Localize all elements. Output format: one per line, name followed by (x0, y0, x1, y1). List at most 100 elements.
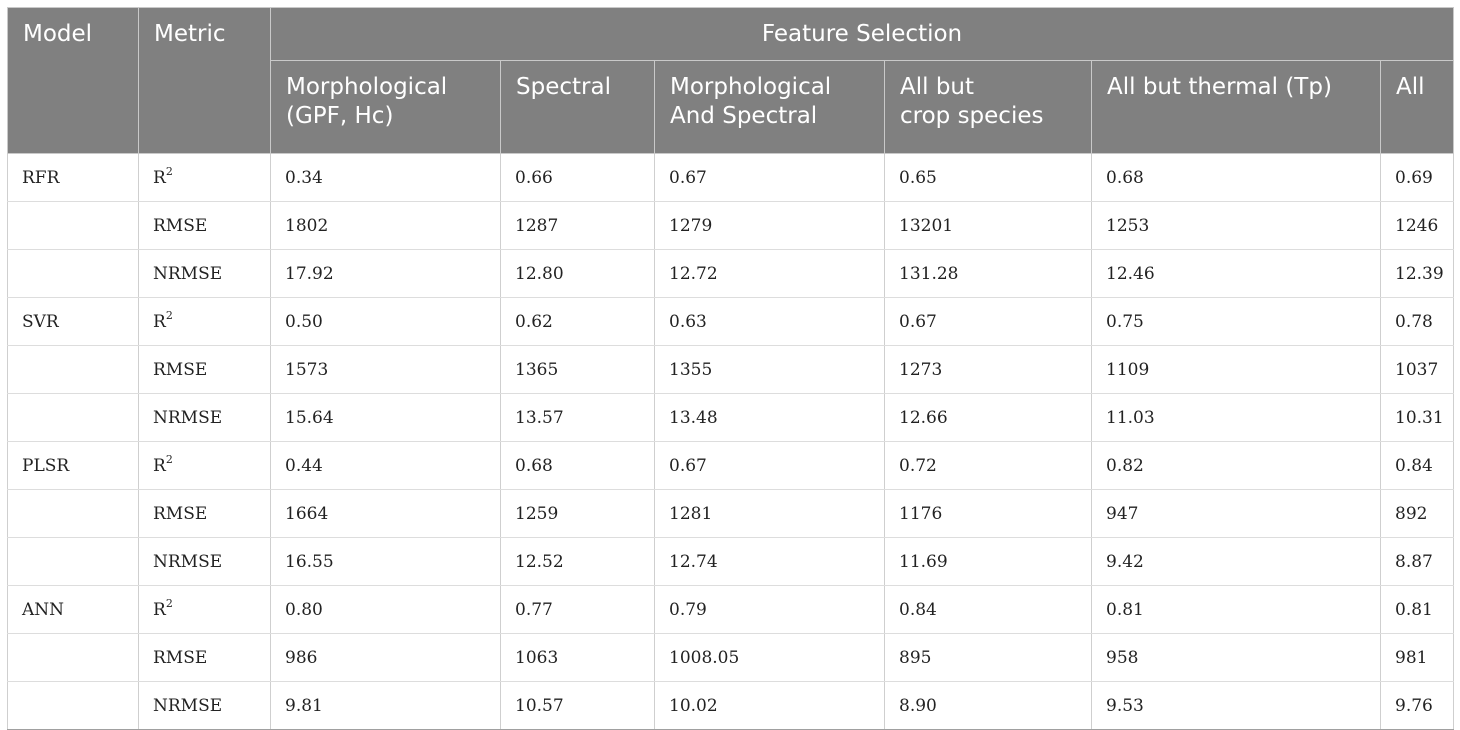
metric-cell: RMSE (138, 633, 271, 682)
feature-header-line1: All (1396, 74, 1425, 100)
value-cell: 0.68 (500, 441, 655, 490)
value-cell: 12.74 (654, 537, 885, 586)
feature-header-line1: Morphological (286, 74, 448, 100)
feature-column-header: All but thermal (Tp) (1091, 60, 1381, 154)
value-cell: 17.92 (270, 249, 501, 298)
value-cell: 15.64 (270, 393, 501, 442)
model-cell (7, 489, 139, 538)
feature-header-line1: Morphological (670, 74, 832, 100)
feature-column-header: All (1379, 60, 1455, 154)
model-cell: PLSR (7, 441, 139, 490)
value-cell: 0.81 (1091, 585, 1381, 634)
value-cell: 1802 (270, 201, 501, 250)
value-cell: 947 (1091, 489, 1381, 538)
value-cell: 0.78 (1379, 297, 1455, 346)
feature-header-line2: And Spectral (670, 103, 818, 129)
value-cell: 0.67 (884, 297, 1092, 346)
table-body: RFR R2 0.34 0.66 0.67 0.65 0.68 0.69 RMSE 1802 128… (7, 153, 1455, 730)
value-cell: 1109 (1091, 345, 1381, 394)
value-cell: 1279 (654, 201, 885, 250)
value-cell: 895 (884, 633, 1092, 682)
value-cell: 1176 (884, 489, 1092, 538)
results-table: Model Metric Feature Selection Morpholog… (7, 7, 1455, 730)
value-cell: 1037 (1379, 345, 1455, 394)
metric-cell: R2 (138, 441, 271, 490)
value-cell: 13.48 (654, 393, 885, 442)
value-cell: 11.69 (884, 537, 1092, 586)
value-cell: 9.53 (1091, 681, 1381, 730)
value-cell: 1281 (654, 489, 885, 538)
metric-name: NRMSE (153, 551, 223, 572)
table-row: ANN R2 0.80 0.77 0.79 0.84 0.81 0.81 (7, 585, 1455, 634)
value-cell: 9.76 (1379, 681, 1455, 730)
value-cell: 0.84 (1379, 441, 1455, 490)
model-cell (7, 681, 139, 730)
metric-cell: RMSE (138, 489, 271, 538)
feature-header-line1: All but (900, 74, 975, 100)
value-cell: 0.34 (270, 153, 501, 202)
value-cell: 1063 (500, 633, 655, 682)
value-cell: 1355 (654, 345, 885, 394)
metric-cell: R2 (138, 153, 271, 202)
value-cell: 0.67 (654, 441, 885, 490)
feature-column-header: Morphological And Spectral (654, 60, 885, 154)
table-row: NRMSE 17.92 12.80 12.72 131.28 12.46 12.39 (7, 249, 1455, 298)
table-row: SVR R2 0.50 0.62 0.63 0.67 0.75 0.78 (7, 297, 1455, 346)
value-cell: 0.75 (1091, 297, 1381, 346)
value-cell: 0.67 (654, 153, 885, 202)
model-cell: SVR (7, 297, 139, 346)
feature-column-header: All but crop species (884, 60, 1092, 154)
metric-name: RMSE (153, 503, 208, 524)
value-cell: 10.57 (500, 681, 655, 730)
value-cell: 0.80 (270, 585, 501, 634)
table-row: RFR R2 0.34 0.66 0.67 0.65 0.68 0.69 (7, 153, 1455, 202)
metric-cell: R2 (138, 297, 271, 346)
value-cell: 0.69 (1379, 153, 1455, 202)
metric-name: RMSE (153, 647, 208, 668)
value-cell: 1253 (1091, 201, 1381, 250)
value-cell: 0.84 (884, 585, 1092, 634)
feature-selection-header: Feature Selection (269, 7, 1455, 61)
model-cell: ANN (7, 585, 139, 634)
value-cell: 0.82 (1091, 441, 1381, 490)
table-row: RMSE 1664 1259 1281 1176 947 892 (7, 489, 1455, 538)
value-cell: 9.81 (270, 681, 501, 730)
value-cell: 0.65 (884, 153, 1092, 202)
value-cell: 12.80 (500, 249, 655, 298)
metric-cell: NRMSE (138, 393, 271, 442)
value-cell: 13.57 (500, 393, 655, 442)
table-row: RMSE 986 1063 1008.05 895 958 981 (7, 633, 1455, 682)
model-column-header: Model (7, 7, 139, 154)
value-cell: 11.03 (1091, 393, 1381, 442)
value-cell: 16.55 (270, 537, 501, 586)
metric-cell: NRMSE (138, 249, 271, 298)
value-cell: 12.66 (884, 393, 1092, 442)
value-cell: 1246 (1379, 201, 1455, 250)
metric-name: NRMSE (153, 695, 223, 716)
value-cell: 0.79 (654, 585, 885, 634)
model-cell (7, 393, 139, 442)
feature-column-header: Spectral (500, 60, 655, 154)
value-cell: 0.81 (1379, 585, 1455, 634)
value-cell: 1365 (500, 345, 655, 394)
model-cell (7, 249, 139, 298)
metric-column-header: Metric (138, 7, 271, 154)
value-cell: 0.72 (884, 441, 1092, 490)
metric-name: R (153, 311, 166, 332)
value-cell: 0.62 (500, 297, 655, 346)
value-cell: 1287 (500, 201, 655, 250)
feature-column-header: Morphological (GPF, Hc) (270, 60, 501, 154)
metric-name: RMSE (153, 215, 208, 236)
model-cell: RFR (7, 153, 139, 202)
metric-superscript: 2 (165, 164, 173, 178)
value-cell: 131.28 (884, 249, 1092, 298)
value-cell: 0.63 (654, 297, 885, 346)
table-row: NRMSE 9.81 10.57 10.02 8.90 9.53 9.76 (7, 681, 1455, 730)
value-cell: 13201 (884, 201, 1092, 250)
value-cell: 12.72 (654, 249, 885, 298)
header-row-top: Model Metric Feature Selection (7, 7, 1455, 154)
table-row: RMSE 1573 1365 1355 1273 1109 1037 (7, 345, 1455, 394)
model-cell (7, 633, 139, 682)
value-cell: 986 (270, 633, 501, 682)
value-cell: 8.90 (884, 681, 1092, 730)
